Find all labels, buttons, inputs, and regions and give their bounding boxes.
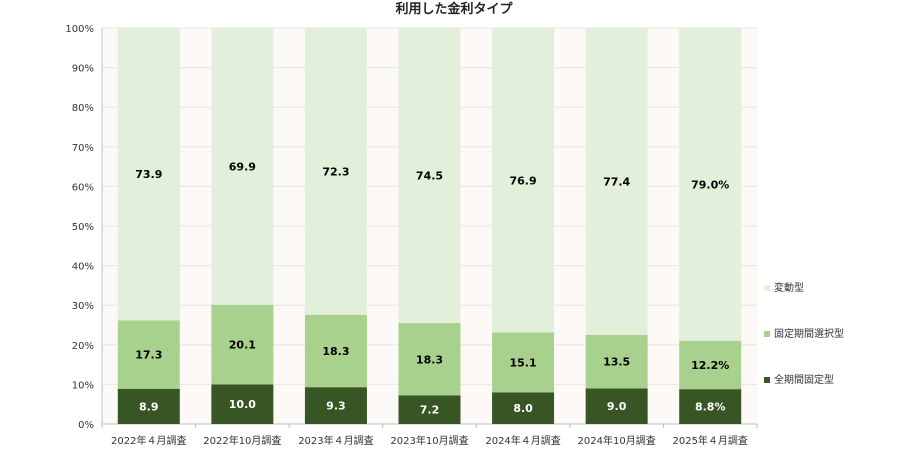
bar-segment <box>585 28 648 335</box>
bar-segment <box>304 28 367 315</box>
bar-segment <box>211 304 274 385</box>
legend-swatch <box>764 285 770 291</box>
bar-segment <box>304 387 367 424</box>
y-tick-label: 100% <box>65 24 94 35</box>
x-tick-label: 2025年４月調査 <box>672 434 747 447</box>
bar-segment <box>398 28 461 324</box>
data-label: 10.0 <box>229 398 256 411</box>
data-label: 73.9 <box>135 168 162 181</box>
data-label: 74.5 <box>416 170 443 183</box>
bar-segment <box>492 28 555 333</box>
data-label: 18.3 <box>416 353 443 366</box>
y-tick-label: 40% <box>72 262 94 273</box>
data-label: 7.2 <box>420 404 440 417</box>
bar-segment <box>585 388 648 424</box>
y-tick-label: 30% <box>72 301 94 312</box>
legend-label: 固定期間選択型 <box>774 327 844 340</box>
data-label: 79.0% <box>691 178 729 191</box>
data-label: 17.3 <box>135 349 162 362</box>
legend-label: 全期間固定型 <box>774 373 834 386</box>
x-tick-label: 2024年４月調査 <box>485 434 560 447</box>
y-tick-label: 20% <box>72 341 94 352</box>
x-tick-label: 2023年４月調査 <box>298 434 373 447</box>
y-tick-label: 60% <box>72 182 94 193</box>
bar-segment <box>117 320 180 389</box>
x-tick-label: 2022年４月調査 <box>111 434 186 447</box>
y-tick-label: 90% <box>72 64 94 75</box>
bar-segment <box>679 340 742 390</box>
y-tick-label: 80% <box>72 103 94 114</box>
bar-segment <box>492 332 555 393</box>
bar-segment <box>585 334 648 389</box>
bar-segment <box>398 323 461 396</box>
bar-segment <box>679 28 742 341</box>
data-label: 13.5 <box>603 356 630 369</box>
bar-segment <box>398 395 461 424</box>
bar-segment <box>117 27 180 321</box>
chart-title: 利用した金利タイプ <box>395 2 513 17</box>
data-label: 12.2% <box>691 359 729 372</box>
data-label: 77.4 <box>603 176 630 189</box>
legend-swatch <box>764 331 770 337</box>
bar-segment <box>679 389 742 424</box>
data-label: 9.0 <box>607 400 627 413</box>
data-label: 72.3 <box>322 166 349 179</box>
x-tick-label: 2022年10月調査 <box>203 434 281 447</box>
bar-segment <box>117 388 180 424</box>
y-tick-label: 0% <box>78 420 94 431</box>
legend-label: 変動型 <box>774 281 804 294</box>
x-tick-label: 2023年10月調査 <box>390 434 468 447</box>
x-tick-label: 2024年10月調査 <box>578 434 656 447</box>
data-label: 8.9 <box>139 400 159 413</box>
bar-segment <box>211 384 274 424</box>
data-label: 15.1 <box>510 356 537 369</box>
y-tick-label: 50% <box>72 222 94 233</box>
data-label: 8.0 <box>513 402 533 415</box>
data-label: 76.9 <box>510 174 537 187</box>
bar-segment <box>304 314 367 388</box>
data-label: 8.8% <box>695 401 726 414</box>
legend-swatch <box>764 377 770 383</box>
y-tick-label: 10% <box>72 380 94 391</box>
y-tick-label: 70% <box>72 143 94 154</box>
data-label: 9.3 <box>326 400 346 413</box>
data-label: 20.1 <box>229 339 256 352</box>
data-label: 18.3 <box>322 345 349 358</box>
data-label: 69.9 <box>229 160 256 173</box>
bar-segment <box>211 28 274 305</box>
bar-segment <box>492 392 555 424</box>
